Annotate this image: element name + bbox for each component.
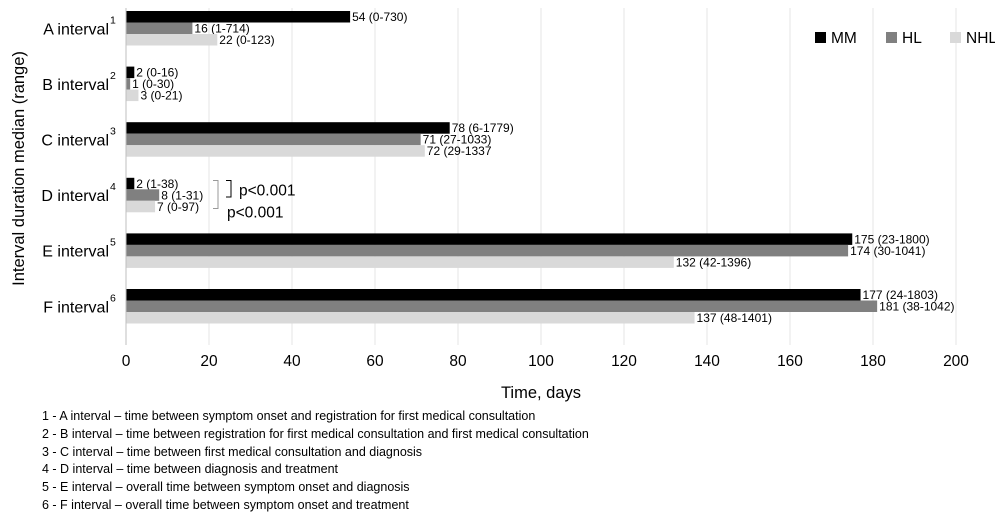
legend-swatch-nhl — [950, 32, 961, 43]
category-superscript: 4 — [110, 181, 116, 193]
data-label: 8 (1-31) — [161, 188, 203, 202]
legend-swatch-mm — [815, 32, 826, 43]
category-superscript: 6 — [110, 292, 116, 304]
x-tick-label: 20 — [200, 353, 218, 370]
x-tick-label: 60 — [366, 353, 384, 370]
x-tick-label: 180 — [860, 353, 886, 370]
x-tick-label: 40 — [283, 353, 301, 370]
bar-mm — [126, 11, 351, 23]
x-tick-label: 160 — [777, 353, 803, 370]
bar-mm — [126, 122, 450, 134]
significance-bracket — [213, 180, 219, 210]
legend-label: HL — [902, 30, 922, 47]
category-label: E interval — [42, 244, 109, 261]
bar-hl — [126, 244, 849, 257]
data-label: 181 (38-1042) — [879, 299, 954, 313]
legend-label: NHL — [966, 30, 995, 47]
data-label: 175 (23-1800) — [854, 232, 929, 246]
bar-mm — [126, 66, 135, 79]
bar-chart: 54 (0-730) 2 (0-16) 78 (6-1779) 2 (1-38) 175… — [10, 8, 995, 402]
category-label: B interval — [42, 77, 109, 94]
data-label: 132 (42-1396) — [676, 255, 751, 269]
x-tick-label: 100 — [528, 353, 554, 370]
significance-bracket — [226, 180, 232, 198]
data-label: 174 (30-1041) — [850, 244, 925, 258]
category-superscript: 5 — [110, 237, 116, 249]
x-tick-label: 0 — [122, 353, 131, 370]
data-label: 22 (0-123) — [219, 33, 274, 47]
data-label: 137 (48-1401) — [697, 311, 772, 325]
x-tick-label: 140 — [694, 353, 720, 370]
bar-hl — [126, 189, 160, 201]
x-tick-label: 80 — [449, 353, 467, 370]
data-label: 177 (24-1803) — [863, 288, 938, 302]
data-label: 72 (29-1337 — [427, 144, 492, 158]
footnote: 6 - F interval – overall time between sy… — [42, 497, 409, 512]
bar-mm — [126, 177, 135, 190]
x-tick-label: 120 — [611, 353, 637, 370]
category-label: A interval — [43, 21, 109, 38]
bar-mm — [126, 289, 861, 301]
category-superscript: 1 — [110, 14, 116, 26]
bar-nhl — [126, 145, 425, 157]
data-label: 78 (6-1779) — [452, 121, 514, 135]
category-label: C interval — [41, 132, 109, 149]
data-label: 2 (0-16) — [136, 66, 178, 80]
footnote: 5 - E interval – overall time between sy… — [42, 480, 410, 495]
bar-hl — [126, 300, 878, 312]
legend-label: MM — [831, 30, 857, 47]
footnote: 3 - C interval – time between first medi… — [42, 444, 423, 459]
bar-hl — [126, 22, 193, 34]
data-label: 2 (1-38) — [136, 177, 178, 191]
footnote: 2 - B interval – time between registrati… — [42, 426, 589, 441]
bar-hl — [126, 78, 131, 90]
bar-nhl — [126, 312, 695, 324]
legend-swatch-hl — [886, 32, 897, 43]
data-label: 7 (0-97) — [157, 200, 199, 214]
x-tick-label: 200 — [943, 353, 969, 370]
data-label: 54 (0-730) — [352, 10, 407, 24]
category-superscript: 2 — [110, 70, 116, 82]
bar-hl — [126, 133, 421, 146]
bar-nhl — [126, 89, 139, 102]
category-label: F interval — [43, 299, 109, 316]
footnotes: 1 - A interval – time between symptom on… — [42, 408, 589, 515]
bar-mm — [126, 233, 853, 245]
x-axis-title: Time, days — [501, 384, 581, 402]
p-value-annotation: p<0.001 — [239, 182, 295, 199]
data-label: 16 (1-714) — [194, 21, 249, 35]
bar-nhl — [126, 256, 674, 268]
data-label: 3 (0-21) — [140, 89, 182, 103]
bar-nhl — [126, 200, 156, 213]
category-superscript: 3 — [110, 125, 116, 137]
bar-nhl — [126, 34, 218, 46]
data-label: 1 (0-30) — [132, 77, 174, 91]
y-axis-title: Interval duration median (range) — [10, 51, 28, 286]
data-label: 71 (27-1033) — [423, 133, 492, 147]
category-label: D interval — [41, 188, 109, 205]
footnote: 4 - D interval – time between diagnosis … — [42, 462, 338, 477]
p-value-annotation: p<0.001 — [227, 205, 283, 222]
footnote: 1 - A interval – time between symptom on… — [42, 409, 536, 423]
